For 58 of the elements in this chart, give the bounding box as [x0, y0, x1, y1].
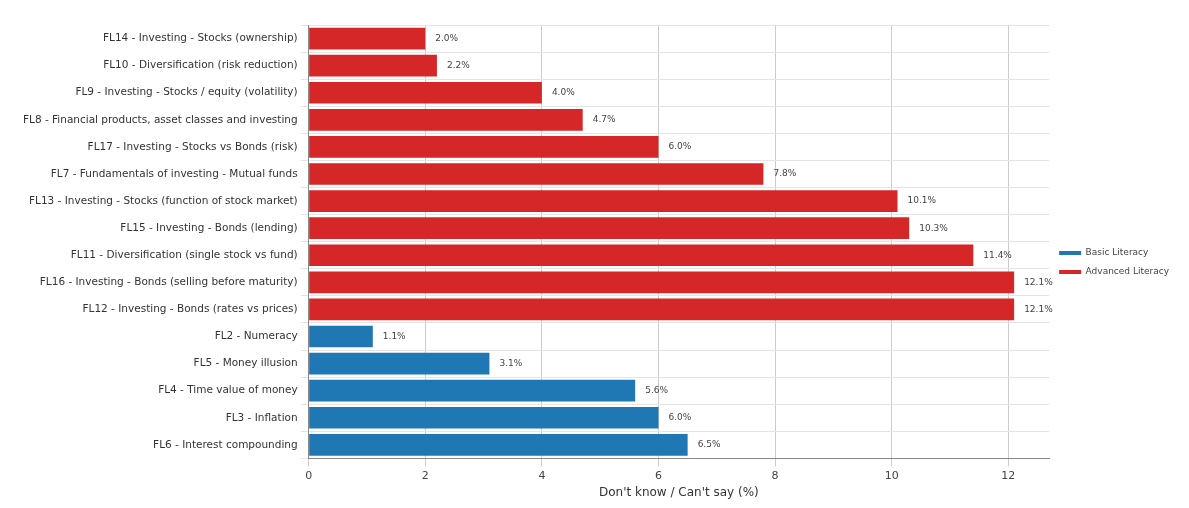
bar [309, 325, 373, 348]
bar [309, 244, 974, 267]
bar [309, 27, 426, 50]
x-tick-label: 4 [538, 468, 546, 482]
data-label: 10.3% [919, 222, 949, 233]
y-tick-label: FL10 - Diversification (risk reduction) [103, 58, 298, 71]
x-axis-title: Don't know / Can't say (%) [598, 484, 759, 499]
bar [309, 271, 1015, 294]
data-label: 12.1% [1024, 276, 1054, 287]
y-tick-label: FL14 - Investing - Stocks (ownership) [103, 31, 298, 44]
legend-label: Advanced Literacy [1085, 266, 1170, 277]
y-tick-label: FL12 - Investing - Bonds (rates vs prices) [82, 302, 298, 315]
y-tick-label: FL7 - Fundamentals of investing - Mutual funds [50, 166, 298, 179]
x-tick-label: 8 [771, 468, 779, 482]
bar [309, 163, 764, 185]
data-label: 10.1% [907, 195, 937, 206]
x-tick-label: 6 [654, 468, 662, 482]
data-label: 2.0% [435, 32, 459, 43]
y-tick-label: FL3 - Inflation [225, 410, 298, 423]
x-tick-label: 0 [305, 468, 313, 482]
bar [309, 108, 583, 131]
legend-label: Basic Literacy [1085, 247, 1150, 258]
y-tick-label: FL5 - Money illusion [193, 356, 298, 369]
y-tick-label: FL6 - Interest compounding [153, 437, 298, 450]
bar [309, 190, 898, 212]
bar [309, 352, 490, 375]
bar [309, 217, 910, 239]
y-tick-label: FL15 - Investing - Bonds (lending) [120, 220, 298, 233]
bar [309, 406, 659, 429]
bar [309, 54, 437, 77]
x-tick-label: 2 [421, 468, 429, 482]
data-label: 6.0% [668, 141, 692, 152]
x-tick-label: 10 [884, 468, 899, 482]
y-tick-label: FL16 - Investing - Bonds (selling before maturity) [39, 275, 298, 288]
x-tick-label: 12 [1001, 468, 1016, 482]
data-label: 4.0% [551, 87, 576, 98]
y-tick-label: FL9 - Investing - Stocks / equity (volatility) [75, 85, 298, 98]
data-label: 5.6% [645, 385, 669, 396]
data-label: 1.1% [382, 330, 407, 341]
data-label: 4.7% [592, 114, 616, 125]
data-label: 12.1% [1024, 303, 1054, 314]
data-label: 7.8% [773, 168, 797, 179]
bar [309, 81, 542, 104]
bar [309, 434, 688, 456]
y-tick-label: FL17 - Investing - Stocks vs Bonds (risk) [87, 139, 298, 152]
y-tick-label: FL13 - Investing - Stocks (function of stock market) [29, 193, 298, 206]
data-label: 6.5% [697, 439, 721, 450]
bar [309, 379, 636, 402]
data-label: 2.2% [446, 59, 471, 70]
data-label: 3.1% [499, 357, 523, 368]
y-tick-label: FL2 - Numeracy [214, 329, 298, 342]
bar [309, 298, 1015, 321]
y-tick-label: FL4 - Time value of money [158, 383, 298, 396]
y-tick-label: FL11 - Diversification (single stock vs fund) [70, 247, 298, 260]
data-label: 6.0% [668, 412, 692, 423]
data-label: 11.4% [983, 249, 1013, 260]
y-tick-label: FL8 - Financial products, asset classes and investing [22, 112, 298, 125]
bar [309, 136, 659, 158]
